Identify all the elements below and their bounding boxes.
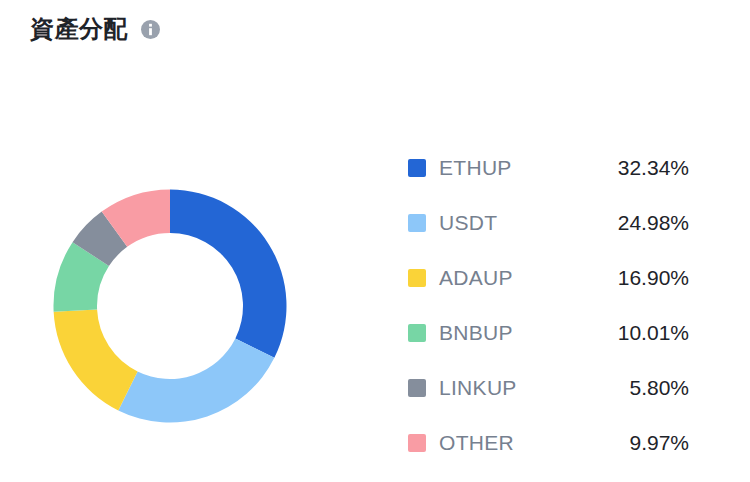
legend-value: 16.90% (618, 266, 689, 290)
legend-item-other[interactable]: OTHER 9.97% (408, 415, 689, 470)
donut-segment-adaup[interactable] (54, 310, 138, 411)
asset-allocation-panel: 資產分配 ETHUP 32.34% USDT 24.98% ADAUP 16.9… (0, 0, 750, 482)
legend-item-adaup[interactable]: ADAUP 16.90% (408, 250, 689, 305)
legend-value: 24.98% (618, 211, 689, 235)
legend-item-linkup[interactable]: LINKUP 5.80% (408, 360, 689, 415)
legend-label: USDT (439, 211, 618, 235)
legend-value: 5.80% (629, 376, 689, 400)
legend: ETHUP 32.34% USDT 24.98% ADAUP 16.90% BN… (408, 140, 689, 470)
legend-swatch (408, 434, 426, 452)
legend-swatch (408, 269, 426, 287)
legend-value: 9.97% (629, 431, 689, 455)
legend-value: 10.01% (618, 321, 689, 345)
legend-label: LINKUP (439, 376, 629, 400)
info-icon[interactable] (141, 20, 160, 39)
page-title: 資產分配 (30, 13, 128, 45)
donut-chart[interactable] (30, 166, 310, 446)
donut-segment-ethup[interactable] (170, 190, 286, 358)
legend-swatch (408, 379, 426, 397)
legend-swatch (408, 324, 426, 342)
legend-label: OTHER (439, 431, 629, 455)
donut-segment-usdt[interactable] (118, 338, 274, 422)
legend-swatch (408, 214, 426, 232)
legend-swatch (408, 159, 426, 177)
legend-label: BNBUP (439, 321, 618, 345)
legend-item-ethup[interactable]: ETHUP 32.34% (408, 140, 689, 195)
legend-value: 32.34% (618, 156, 689, 180)
legend-label: ETHUP (439, 156, 618, 180)
legend-item-usdt[interactable]: USDT 24.98% (408, 195, 689, 250)
section-header: 資產分配 (30, 13, 160, 45)
legend-label: ADAUP (439, 266, 618, 290)
legend-item-bnbup[interactable]: BNBUP 10.01% (408, 305, 689, 360)
